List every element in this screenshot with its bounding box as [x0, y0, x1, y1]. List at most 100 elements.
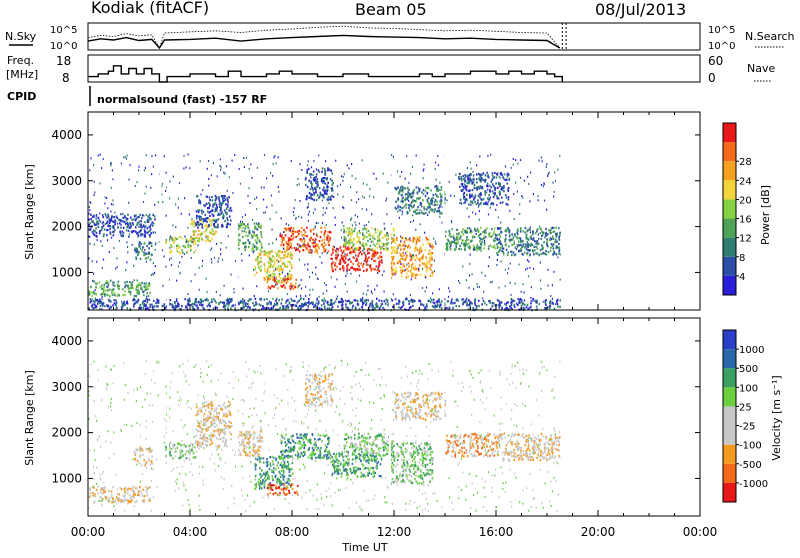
power-cell — [381, 303, 383, 305]
power-cell — [291, 298, 292, 300]
power-cell — [139, 223, 141, 225]
power-cell — [369, 303, 371, 305]
power-cell — [141, 217, 143, 219]
power-cell — [481, 238, 483, 240]
power-cell — [265, 276, 267, 278]
power-cell — [361, 253, 363, 255]
power-cell — [209, 232, 211, 234]
power-cell — [491, 181, 493, 183]
power-cell — [309, 192, 311, 194]
power-cell — [487, 203, 489, 205]
velocity-cell — [151, 461, 153, 463]
power-cell — [386, 213, 387, 215]
power-cell — [413, 211, 415, 213]
power-cell — [214, 257, 215, 259]
nave-label: Nave — [747, 62, 775, 75]
power-cell — [282, 305, 284, 307]
power-cell — [549, 305, 551, 307]
power-cell — [404, 254, 406, 256]
power-cell — [252, 302, 254, 304]
power-cell — [425, 276, 426, 278]
power-cell — [507, 252, 509, 254]
power-cell — [322, 182, 323, 184]
power-cell — [303, 237, 304, 239]
power-cell — [362, 266, 364, 268]
power-cell — [548, 229, 550, 231]
power-cell — [446, 243, 448, 245]
power-cell — [403, 263, 405, 265]
power-cell — [432, 271, 434, 273]
velocity-cell — [216, 437, 218, 439]
velocity-cell — [128, 500, 130, 502]
power-cell — [94, 191, 95, 193]
power-cell — [179, 246, 181, 248]
power-cell — [213, 308, 215, 310]
power-cell — [260, 231, 262, 233]
power-cell — [471, 182, 473, 184]
power-cell — [348, 259, 350, 261]
power-cell — [197, 221, 199, 223]
power-cell — [408, 204, 410, 206]
power-cell — [155, 249, 156, 251]
power-cell — [211, 301, 213, 303]
power-cell — [511, 233, 513, 235]
power-cell — [426, 187, 428, 189]
power-cell — [115, 299, 117, 301]
power-cell — [472, 212, 473, 214]
power-cell — [425, 290, 426, 292]
velocity-cell — [137, 460, 139, 462]
nsearch-label: N.Search — [745, 30, 795, 43]
power-cell — [409, 255, 411, 257]
power-cell — [517, 298, 519, 300]
power-cell — [434, 201, 436, 203]
power-cell — [492, 235, 494, 237]
power-cell — [285, 241, 287, 243]
power-cell — [107, 220, 109, 222]
power-cell — [350, 273, 351, 275]
power-cell — [320, 194, 322, 196]
power-cell — [340, 263, 342, 265]
power-cell — [299, 250, 301, 252]
power-cell — [437, 155, 438, 157]
power-cell — [181, 256, 182, 258]
power-cell — [138, 291, 140, 293]
velocity-cell — [93, 494, 95, 496]
power-cell — [194, 302, 196, 304]
power-cell — [122, 294, 124, 296]
power-cell — [480, 227, 482, 229]
power-cell — [287, 256, 289, 258]
power-cell — [285, 229, 287, 231]
power-cell — [469, 194, 471, 196]
power-cell — [108, 282, 110, 284]
power-cell — [261, 251, 263, 253]
power-cell — [325, 212, 326, 214]
power-cell — [220, 209, 222, 211]
power-cell — [290, 245, 292, 247]
power-cell — [211, 258, 212, 260]
power-cell — [281, 217, 282, 219]
power-cell — [501, 302, 503, 304]
power-cell — [325, 183, 327, 185]
power-cell — [362, 159, 363, 161]
power-cell — [234, 154, 235, 156]
power-cell — [234, 291, 235, 293]
power-cell — [162, 305, 164, 307]
power-cell — [149, 216, 151, 218]
velocity-cell — [198, 430, 200, 432]
power-cell — [484, 191, 486, 193]
power-cell — [171, 264, 172, 266]
power-cell — [259, 241, 261, 243]
power-cell — [376, 265, 378, 267]
power-cell — [112, 169, 113, 171]
power-cell — [496, 234, 498, 236]
power-cell — [164, 303, 166, 305]
power-cell — [477, 286, 478, 288]
power-cell — [504, 173, 506, 175]
power-cell — [217, 214, 219, 216]
power-cell — [534, 240, 535, 242]
power-cell — [116, 215, 118, 217]
power-cell — [364, 225, 365, 227]
velocity-cell — [183, 444, 185, 446]
power-cell — [456, 233, 458, 235]
power-cell — [95, 289, 96, 291]
